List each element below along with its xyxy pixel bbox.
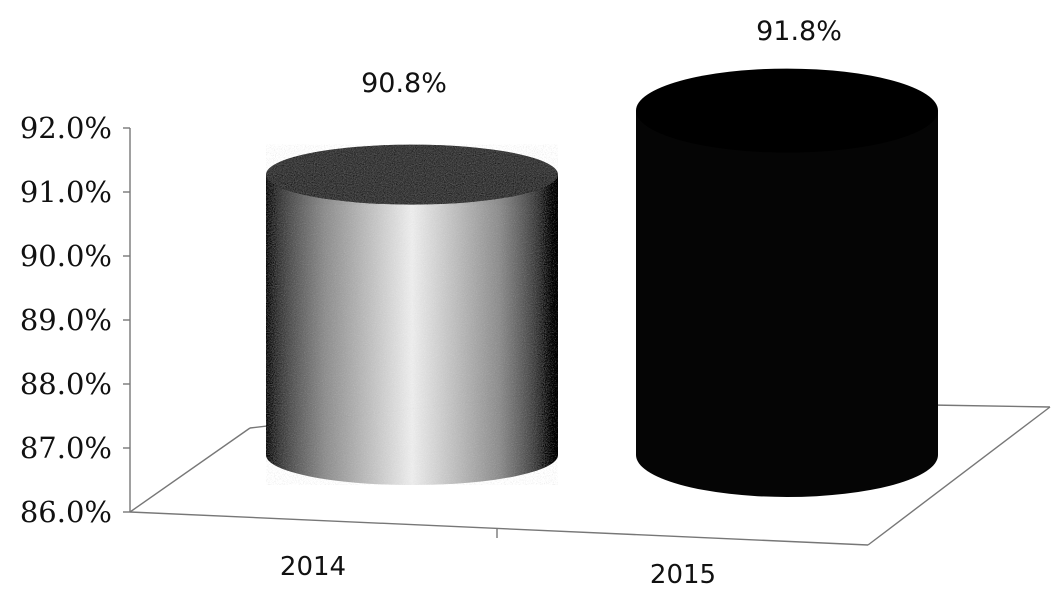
- bar-2015: [636, 68, 938, 497]
- bars: [266, 68, 938, 497]
- floor-right-edge: [867, 406, 1051, 546]
- cylinder-top: [266, 144, 558, 205]
- y-tick-label: 91.0%: [20, 175, 112, 209]
- back-wall-base-line-right: [929, 404, 1051, 408]
- y-tick-label: 89.0%: [20, 303, 112, 337]
- y-tick-label: 87.0%: [20, 431, 112, 465]
- y-tick-label: 86.0%: [20, 495, 112, 529]
- cylinder-body: [266, 174, 558, 485]
- y-tick-label: 90.0%: [20, 239, 112, 273]
- cylinder-top: [636, 68, 938, 153]
- data-labels: 90.8% 91.8%: [361, 16, 842, 99]
- x-axis-line: [129, 511, 869, 546]
- y-tick-label: 92.0%: [20, 111, 112, 145]
- x-category-label: 2015: [650, 560, 716, 589]
- floor-left-edge: [129, 427, 251, 513]
- data-label: 91.8%: [756, 16, 842, 47]
- y-tick-label: 88.0%: [20, 367, 112, 401]
- x-axis-categories: 2014 2015: [280, 552, 716, 589]
- y-axis-ticks: 92.0% 91.0% 90.0% 89.0% 88.0% 87.0% 86.0%: [20, 111, 130, 529]
- cylinder-body: [636, 110, 938, 497]
- x-category-label: 2014: [280, 552, 346, 582]
- data-label: 90.8%: [361, 68, 447, 99]
- bar-2014: [266, 144, 558, 485]
